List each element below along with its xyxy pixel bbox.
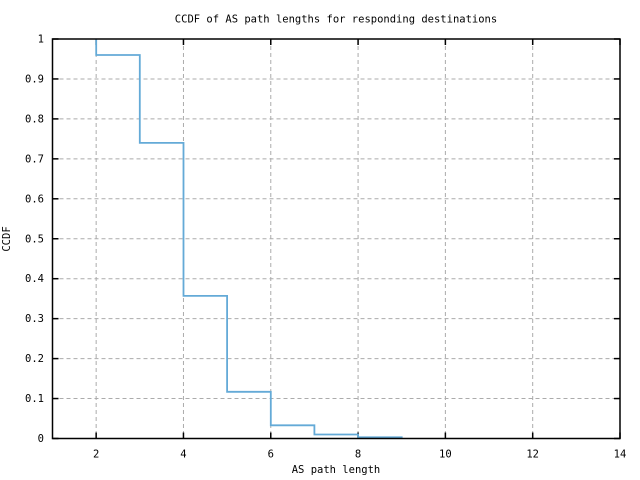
y-tick-label: 0.6 xyxy=(25,193,44,205)
x-tick-label: 14 xyxy=(614,449,627,461)
y-tick-label: 0.4 xyxy=(25,273,44,285)
border-layer xyxy=(51,38,621,440)
x-tick-label: 12 xyxy=(526,449,539,461)
plot-border xyxy=(51,38,621,440)
y-tick-label: 0.2 xyxy=(25,353,44,365)
x-tick-label: 2 xyxy=(93,449,99,461)
y-tick-label: 0.7 xyxy=(25,153,44,165)
y-tick-label: 0.3 xyxy=(25,313,44,325)
chart-title: CCDF of AS path lengths for responding d… xyxy=(175,14,497,26)
x-tick-label: 8 xyxy=(355,449,361,461)
y-tick-label: 0.9 xyxy=(25,73,44,85)
y-tick-label: 0.5 xyxy=(25,233,44,245)
y-tick-label: 0.1 xyxy=(25,393,44,405)
tick-label-layer: 2 4 6 8 10 12 14 0 0.1 0.2 0.3 0.4 0.5 0.6 0.7 0.8 0.9 1 xyxy=(25,34,626,461)
y-tick-label: 0 xyxy=(38,433,44,445)
y-axis-label: CCDF xyxy=(1,226,13,251)
x-tick-label: 4 xyxy=(180,449,186,461)
y-tick-label: 1 xyxy=(38,34,44,46)
x-axis-label: AS path length xyxy=(292,464,381,476)
grid-layer xyxy=(52,39,620,439)
ccdf-step-line xyxy=(95,39,403,439)
x-tick-label: 6 xyxy=(268,449,274,461)
x-tick-label: 10 xyxy=(439,449,452,461)
series-layer xyxy=(95,39,403,439)
y-tick-label: 0.8 xyxy=(25,113,44,125)
